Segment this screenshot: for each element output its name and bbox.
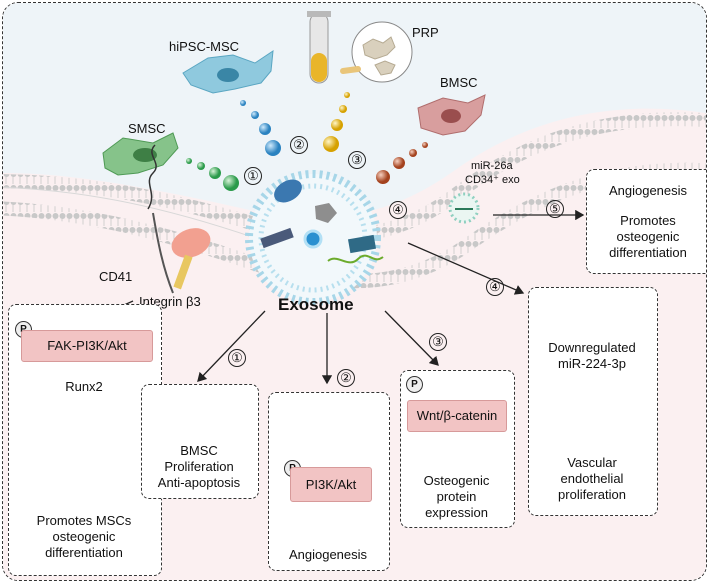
label-cd41: CD41 xyxy=(99,269,133,284)
bmsc-cell xyxy=(417,94,486,136)
label-anti-apoptosis: Anti-apoptosis xyxy=(157,475,241,490)
label-angiogenesis-box2: Angiogenesis xyxy=(288,547,368,562)
label-smsc: SMSC xyxy=(128,121,166,136)
integrin-receptor xyxy=(147,144,211,294)
label-vascular: Vascular xyxy=(567,455,617,470)
smsc-cell xyxy=(102,132,179,176)
label-protein: protein xyxy=(436,489,477,504)
label-endothelial: endothelial xyxy=(560,471,624,486)
label-differentiation: differentiation xyxy=(609,245,687,260)
label-cd34-exo: CD34⁺ exo xyxy=(465,174,520,186)
label-differentiation-left: differentiation xyxy=(45,545,123,560)
upper-region xyxy=(3,3,706,218)
label-proliferation: Proliferation xyxy=(164,459,234,474)
label-runx2: Runx2 xyxy=(65,379,103,394)
label-promotes-mscs: Promotes MSCs xyxy=(36,513,132,528)
pathway-fak-pi3k-akt: FAK-PI3K/Akt xyxy=(21,330,153,362)
marker-1-path: ① xyxy=(228,349,246,367)
box-wnt xyxy=(400,370,515,528)
marker-3-path: ③ xyxy=(429,333,447,351)
pathway-wnt-beta-catenin: Wnt/β-catenin xyxy=(407,400,507,432)
label-expression: expression xyxy=(425,505,488,520)
box-bmsc-proliferation xyxy=(141,384,259,499)
box-angiogenesis-osteogenic xyxy=(586,169,706,274)
label-mir26a: miR-26a xyxy=(471,160,513,172)
label-bmsc: BMSC xyxy=(180,443,218,458)
box-mir224 xyxy=(528,287,658,516)
label-promotes: Promotes xyxy=(620,213,676,228)
prp-tube xyxy=(307,11,331,84)
membrane-inner xyxy=(3,162,706,289)
label-proliferation-box4: proliferation xyxy=(558,487,626,502)
prp-circle xyxy=(340,21,413,83)
vesicle-stream-prp xyxy=(323,92,350,152)
label-bmsc: BMSC xyxy=(440,75,478,90)
label-hipsc-msc: hiPSC-MSC xyxy=(169,39,240,54)
vesicle-stream-hipsc xyxy=(240,100,281,156)
label-osteogenic: osteogenic xyxy=(616,229,680,244)
marker-3-source: ③ xyxy=(348,151,366,169)
marker-4-source: ④ xyxy=(389,201,407,219)
marker-4-path: ④ xyxy=(486,278,504,296)
exosome-vesicle xyxy=(245,170,384,306)
vesicle-stream-bmsc xyxy=(376,142,428,184)
marker-2-path: ② xyxy=(337,369,355,387)
mir26a-vesicle xyxy=(448,192,480,224)
label-osteogenic-box3: Osteogenic xyxy=(423,473,490,488)
label-angiogenesis-top: Angiogenesis xyxy=(608,183,688,198)
label-prp: PRP xyxy=(412,25,439,40)
label-exosome: Exosome xyxy=(278,295,354,314)
label-osteogenic-left: osteogenic xyxy=(52,529,116,544)
marker-1-source: ① xyxy=(244,167,262,185)
vesicle-stream-smsc xyxy=(186,158,239,191)
marker-5-path: ⑤ xyxy=(546,200,564,218)
pathway-pi3k-akt: PI3K/Akt xyxy=(290,467,372,502)
label-downregulated: Downregulated xyxy=(548,340,636,355)
hipsc-msc-cell xyxy=(182,49,274,94)
marker-2-source: ② xyxy=(290,136,308,154)
phospho-badge-box3: P xyxy=(406,376,423,393)
label-mir224-3p: miR-224-3p xyxy=(558,356,626,371)
